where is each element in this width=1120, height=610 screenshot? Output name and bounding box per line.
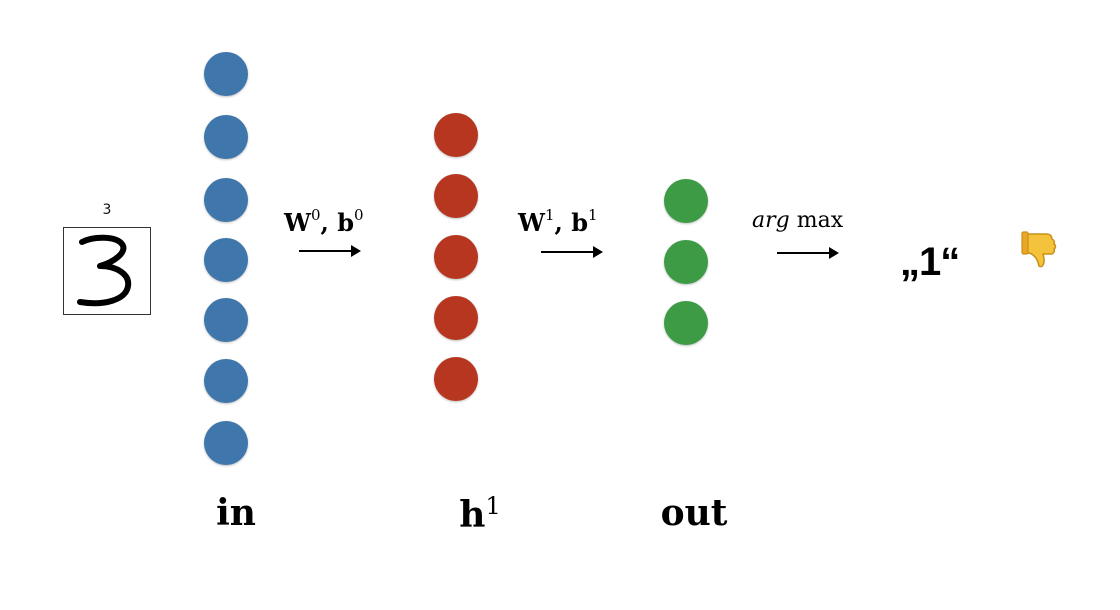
hidden-node [434,113,478,157]
hidden-node [434,174,478,218]
input-node [204,52,248,96]
output-node [664,179,708,223]
input-node [204,421,248,465]
thumbs-down-icon [1020,228,1060,272]
input-digit-image [63,227,151,315]
arrow-out-to-prediction [777,247,839,259]
weights-0-label: W0, b0 [284,206,364,237]
prediction-label: „1“ [900,240,960,284]
input-node [204,359,248,403]
input-node [204,298,248,342]
hidden-layer-label: h1 [459,492,501,536]
input-node [204,115,248,159]
input-node [204,238,248,282]
arrow-hidden-to-out [541,246,603,258]
output-node [664,240,708,284]
arrow-in-to-hidden [299,245,361,257]
input-node [204,178,248,222]
argmax-label: arg max [752,208,844,233]
output-layer-label: out [660,492,728,534]
input-layer-label: in [216,492,256,534]
input-digit-label: 3 [102,202,112,218]
output-node [664,301,708,345]
hidden-node [434,357,478,401]
handwritten-digit-3-image [77,234,132,307]
hidden-node [434,235,478,279]
weights-1-label: W1, b1 [518,206,598,237]
hidden-node [434,296,478,340]
